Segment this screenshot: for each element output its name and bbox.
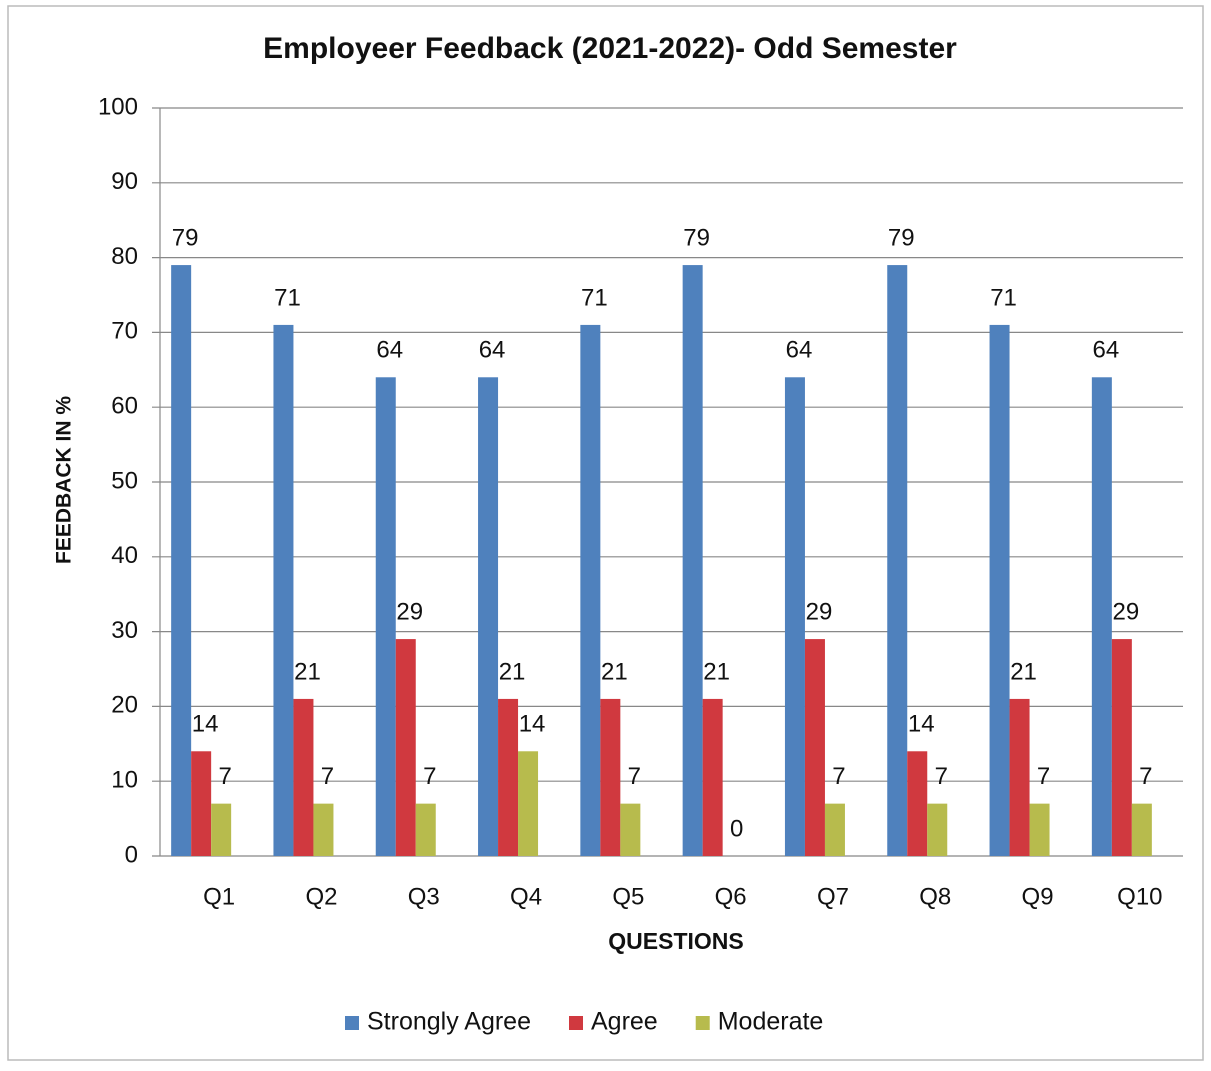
data-label: 7 [1139, 763, 1152, 790]
y-tick-label: 100 [98, 93, 138, 120]
bar [293, 698, 314, 856]
data-label: 71 [274, 284, 301, 311]
data-label: 7 [321, 763, 334, 790]
data-label: 0 [730, 815, 743, 842]
y-tick-label: 60 [111, 393, 138, 420]
y-tick-label: 0 [125, 841, 138, 868]
data-label: 64 [479, 337, 506, 364]
data-label: 64 [376, 337, 403, 364]
legend-swatch [695, 1016, 710, 1030]
bar [171, 265, 192, 857]
data-label: 71 [581, 284, 608, 311]
bar [191, 751, 212, 856]
bar [682, 265, 703, 857]
bar [600, 698, 621, 856]
x-tick-label: Q4 [510, 883, 542, 910]
bar [824, 803, 845, 856]
y-tick-label: 30 [111, 617, 138, 644]
y-tick-label: 10 [111, 767, 138, 794]
bar [1091, 377, 1112, 856]
chart-border [7, 5, 1204, 1061]
bar [887, 265, 908, 857]
data-label: 7 [628, 763, 641, 790]
data-label: 79 [172, 224, 199, 251]
data-label: 29 [1112, 598, 1139, 625]
data-label: 21 [499, 658, 526, 685]
bar [518, 751, 539, 856]
bar [375, 377, 396, 856]
data-label: 7 [423, 763, 436, 790]
x-axis-title: QUESTIONS [608, 928, 743, 954]
bar [498, 698, 519, 856]
data-label: 29 [806, 598, 833, 625]
y-tick-label: 90 [111, 168, 138, 195]
x-tick-label: Q9 [1022, 883, 1054, 910]
y-axis-title: FEEDBACK IN % [53, 396, 76, 564]
legend-label: Strongly Agree [367, 1008, 531, 1036]
bar [580, 324, 601, 856]
y-tick-label: 70 [111, 318, 138, 345]
y-tick-label: 50 [111, 467, 138, 494]
bar [989, 324, 1010, 856]
y-tick-label: 80 [111, 243, 138, 270]
x-tick-label: Q2 [305, 883, 337, 910]
data-label: 14 [192, 711, 219, 738]
bar [478, 377, 499, 856]
bar [927, 803, 948, 856]
bar [273, 324, 294, 856]
legend-swatch [345, 1016, 359, 1030]
data-label: 7 [1037, 763, 1050, 790]
legend-label: Agree [591, 1008, 658, 1036]
bar [620, 803, 641, 856]
bar [1131, 803, 1152, 856]
bar [1111, 639, 1132, 856]
x-tick-label: Q3 [408, 883, 440, 910]
bar [784, 377, 805, 856]
bar [395, 639, 416, 856]
data-label: 21 [294, 658, 321, 685]
data-label: 64 [786, 337, 813, 364]
x-tick-label: Q1 [203, 883, 235, 910]
bar [211, 803, 232, 856]
x-tick-label: Q10 [1117, 883, 1162, 910]
x-tick-label: Q8 [919, 883, 951, 910]
x-tick-label: Q5 [612, 883, 644, 910]
bar [907, 751, 928, 856]
bar [415, 803, 436, 856]
data-label: 21 [703, 658, 730, 685]
data-label: 21 [601, 658, 628, 685]
bar [313, 803, 334, 856]
data-label: 71 [990, 284, 1017, 311]
data-label: 79 [888, 224, 915, 251]
data-label: 14 [519, 711, 546, 738]
bar [1009, 698, 1030, 856]
y-tick-label: 40 [111, 542, 138, 569]
x-tick-label: Q6 [715, 883, 747, 910]
x-tick-label: Q7 [817, 883, 849, 910]
chart-title: Employeer Feedback (2021-2022)- Odd Seme… [263, 32, 957, 65]
bar [804, 639, 825, 856]
data-label: 7 [832, 763, 845, 790]
y-tick-label: 20 [111, 692, 138, 719]
bar [1029, 803, 1050, 856]
bar [702, 698, 723, 856]
legend-label: Moderate [718, 1008, 824, 1036]
data-label: 21 [1010, 658, 1037, 685]
data-label: 14 [908, 711, 935, 738]
legend-swatch [569, 1016, 583, 1030]
data-label: 64 [1092, 337, 1119, 364]
data-label: 7 [218, 763, 231, 790]
data-label: 79 [683, 224, 710, 251]
data-label: 29 [396, 598, 423, 625]
data-label: 7 [935, 763, 948, 790]
